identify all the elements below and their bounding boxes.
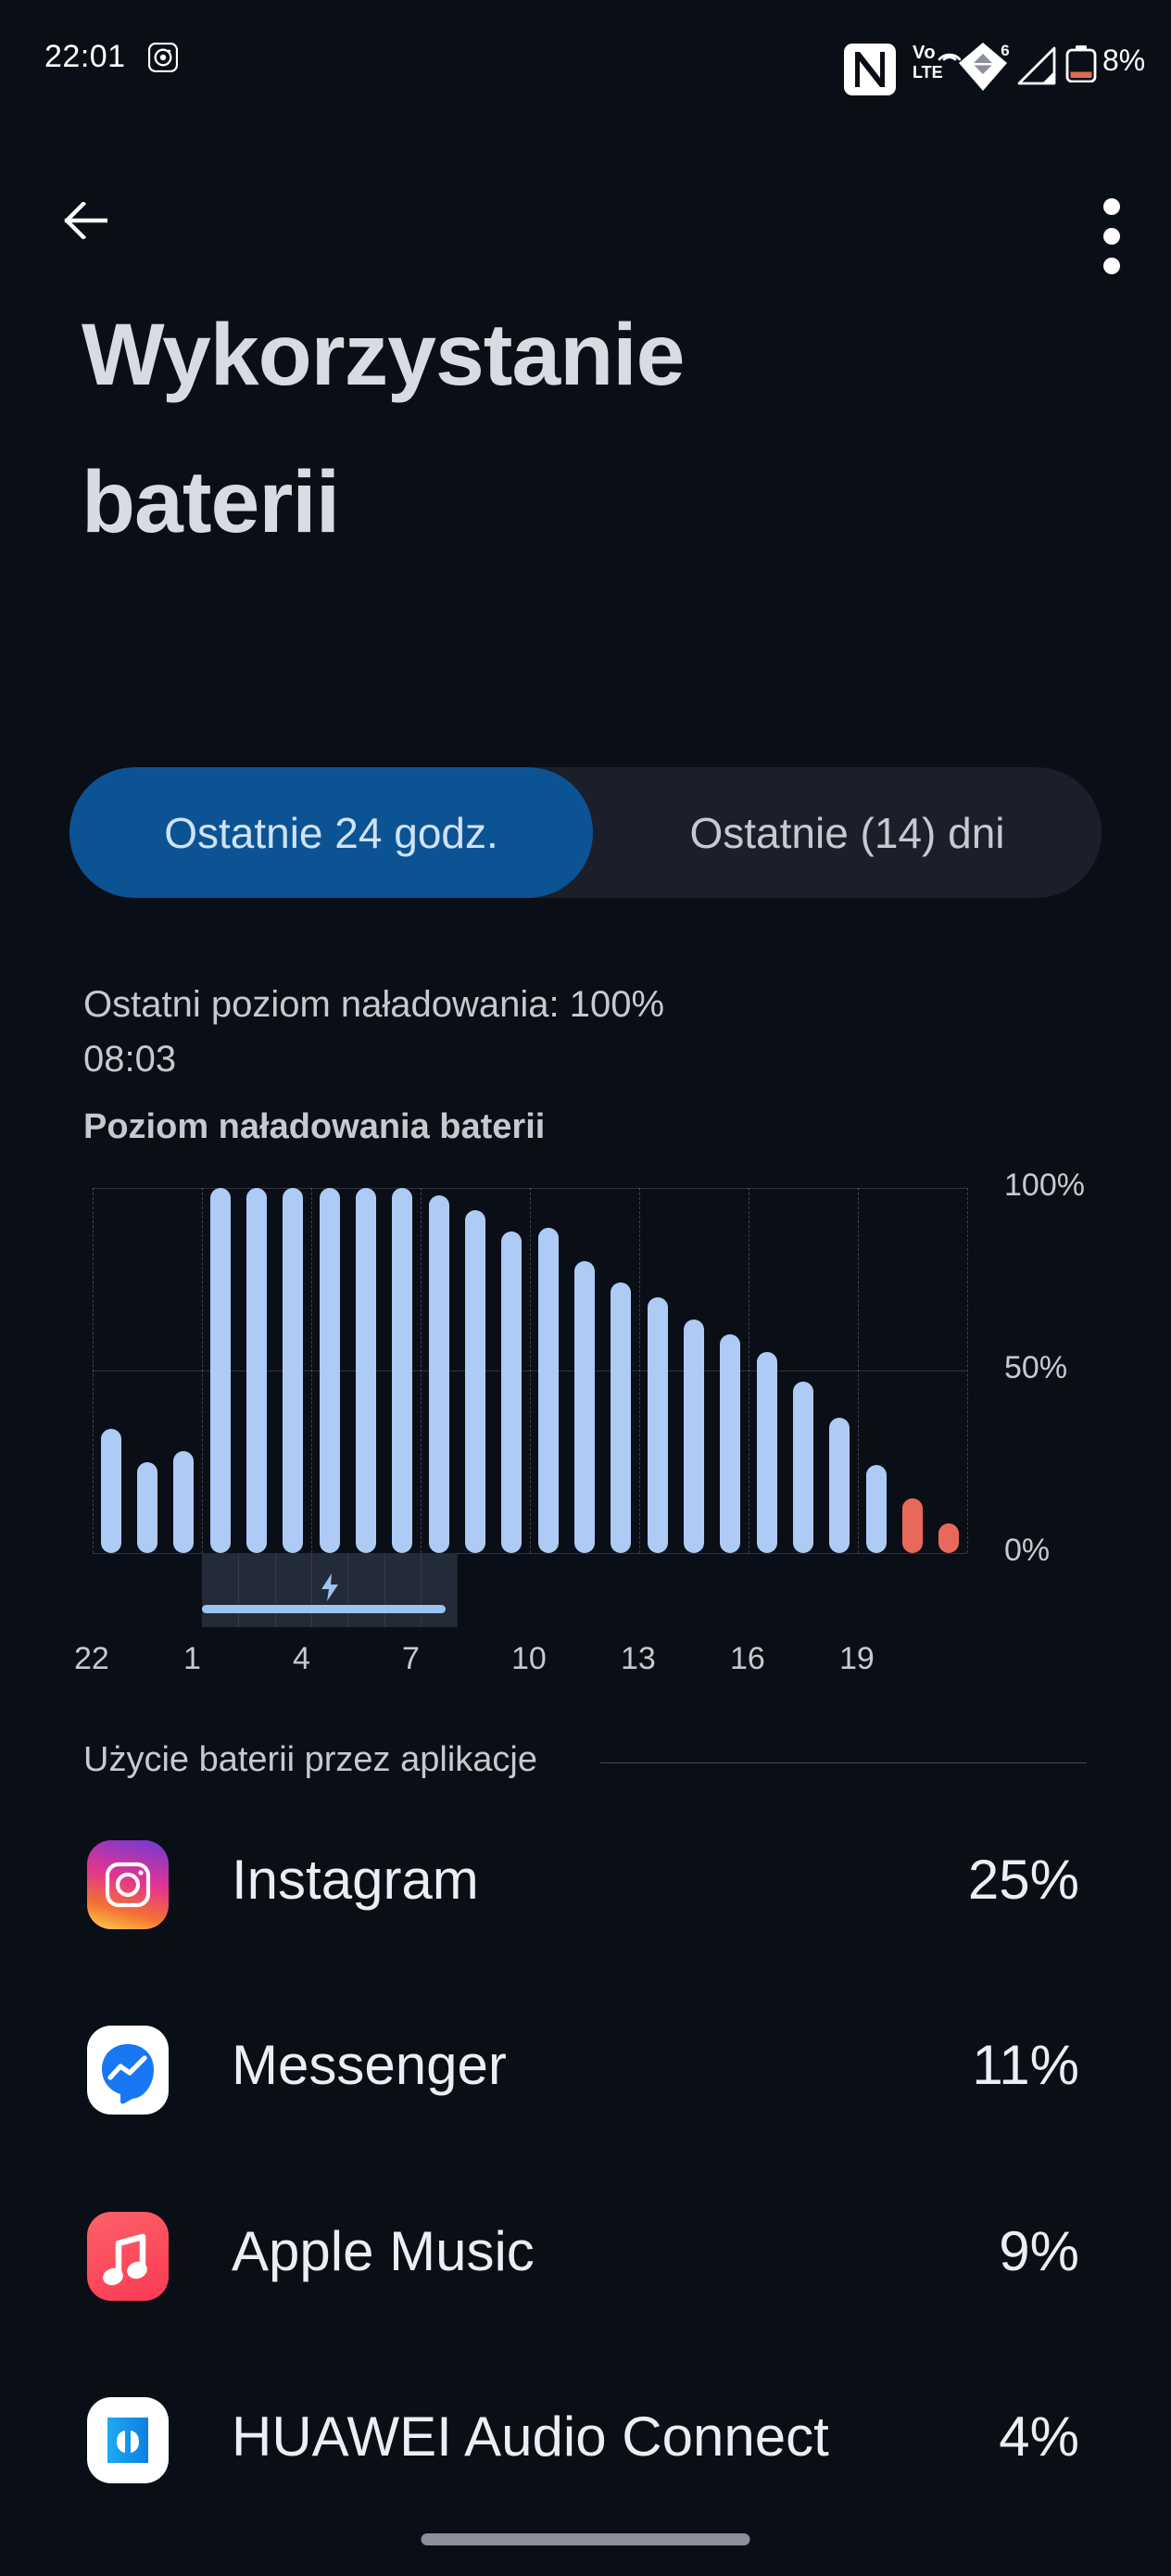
- svg-text:6: 6: [1001, 42, 1009, 59]
